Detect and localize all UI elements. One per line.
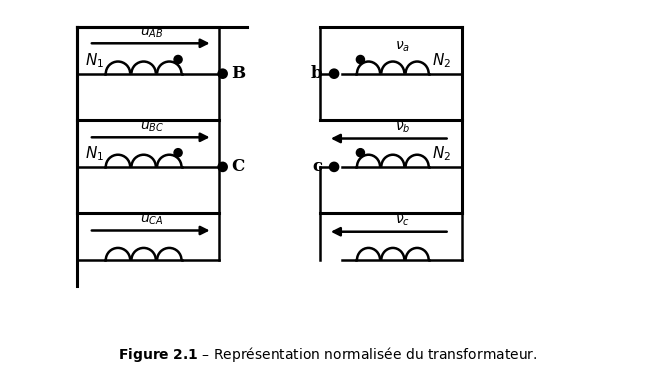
Text: $\nu_b$: $\nu_b$ <box>395 121 411 135</box>
Circle shape <box>218 70 227 78</box>
Circle shape <box>330 163 338 171</box>
Circle shape <box>174 149 182 157</box>
Text: C: C <box>232 158 245 176</box>
Text: $N_1$: $N_1$ <box>85 51 104 70</box>
Text: B: B <box>232 65 246 82</box>
Text: $N_1$: $N_1$ <box>85 144 104 163</box>
Circle shape <box>174 56 182 64</box>
Circle shape <box>330 70 338 78</box>
Text: b: b <box>311 65 323 82</box>
Text: $\mathbf{Figure\ 2.1}$ – Représentation normalisée du transformateur.: $\mathbf{Figure\ 2.1}$ – Représentation … <box>118 345 538 364</box>
Text: $N_2$: $N_2$ <box>432 144 451 163</box>
Text: $u_{BC}$: $u_{BC}$ <box>140 120 164 134</box>
Circle shape <box>356 149 365 157</box>
Text: $u_{AB}$: $u_{AB}$ <box>140 26 163 40</box>
Text: $\nu_a$: $\nu_a$ <box>396 39 411 54</box>
Text: $N_2$: $N_2$ <box>432 51 451 70</box>
Circle shape <box>218 163 227 171</box>
Text: $\nu_c$: $\nu_c$ <box>396 214 411 229</box>
Circle shape <box>356 56 365 64</box>
Text: $u_{CA}$: $u_{CA}$ <box>140 213 163 227</box>
Text: c: c <box>313 158 323 176</box>
